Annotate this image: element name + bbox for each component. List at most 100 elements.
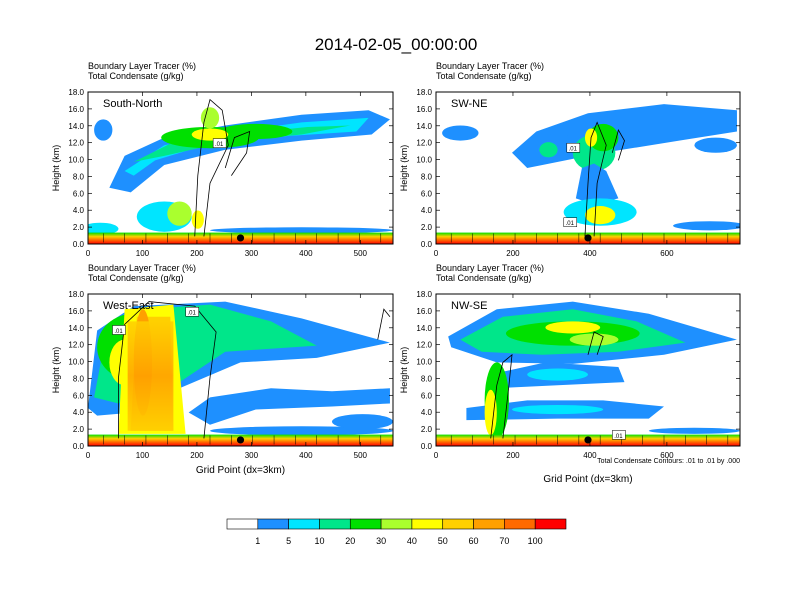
- x-tick-label: 500: [354, 451, 368, 460]
- panel-label: SW-NE: [451, 98, 487, 110]
- tracer-region: [484, 389, 497, 436]
- panel-1: Boundary Layer Tracer (%)Total Condensat…: [51, 61, 394, 258]
- y-tick-label: 16.0: [416, 307, 432, 316]
- contour-label: .01: [566, 221, 575, 227]
- tracer-region: [88, 222, 119, 235]
- colorbar-label: 50: [438, 536, 448, 546]
- location-marker: [584, 234, 592, 242]
- y-tick-label: 8.0: [73, 172, 85, 181]
- x-tick-label: 0: [434, 451, 439, 460]
- colorbar-label: 20: [345, 536, 355, 546]
- plot-frame: [435, 91, 741, 245]
- y-tick-label: 12.0: [416, 139, 432, 148]
- plot-frame: [435, 293, 741, 447]
- tracer-region: [545, 321, 601, 334]
- tracer-region: [694, 137, 737, 153]
- tracer-region: [673, 221, 740, 231]
- condensate-contour: [611, 128, 625, 161]
- panel-3: Boundary Layer Tracer (%)Total Condensat…: [51, 263, 394, 476]
- panel-header-line: Boundary Layer Tracer (%): [436, 263, 544, 273]
- y-tick-label: 8.0: [421, 172, 433, 181]
- contour-label: .01: [569, 147, 578, 153]
- field: [88, 98, 393, 244]
- x-axis-label: Grid Point (dx=3km): [543, 474, 632, 485]
- condensate-contour: [377, 308, 391, 340]
- colorbar-swatch: [380, 518, 413, 530]
- colorbar-swatch: [349, 518, 382, 530]
- x-tick-label: 0: [86, 249, 91, 258]
- y-tick-label: 0.0: [73, 240, 85, 249]
- tracer-region: [511, 404, 604, 415]
- colorbar-label: 60: [469, 536, 479, 546]
- y-tick-label: 2.0: [73, 425, 85, 434]
- y-tick-label: 0.0: [421, 240, 433, 249]
- tracer-region: [188, 388, 390, 425]
- panel-header-line: Total Condensate (g/kg): [436, 71, 532, 81]
- contour-label: .01: [215, 142, 224, 148]
- x-tick-label: 600: [660, 249, 674, 258]
- colorbar-swatch: [442, 518, 474, 530]
- x-tick-label: 100: [136, 451, 150, 460]
- panel-header-line: Boundary Layer Tracer (%): [88, 263, 196, 273]
- y-tick-label: 2.0: [73, 223, 85, 232]
- colorbar-label: 40: [407, 536, 417, 546]
- colorbar: 1 5 10 20 30 40 50 60 70 100: [226, 518, 567, 546]
- y-tick-label: 2.0: [421, 223, 433, 232]
- y-tick-label: 6.0: [73, 391, 85, 400]
- x-tick-label: 400: [583, 451, 597, 460]
- contour-label-box: [185, 306, 199, 317]
- x-tick-label: 300: [245, 451, 259, 460]
- x-axis-label: Grid Point (dx=3km): [196, 465, 285, 476]
- y-tick-label: 16.0: [416, 105, 432, 114]
- condensate-contour: [118, 301, 217, 439]
- x-tick-label: 200: [190, 249, 204, 258]
- figure-title: 2014-02-05_00:00:00: [315, 35, 478, 54]
- tracer-region: [210, 227, 393, 234]
- tracer-region: [527, 368, 588, 381]
- y-tick-label: 18.0: [416, 88, 432, 97]
- tracer-region: [191, 128, 229, 141]
- x-tick-label: 0: [434, 249, 439, 258]
- tracer-region: [648, 427, 740, 434]
- contour-label: .01: [614, 434, 623, 440]
- colorbar-swatch: [473, 518, 505, 530]
- y-tick-label: 12.0: [416, 341, 432, 350]
- panel-header-line: Boundary Layer Tracer (%): [436, 61, 544, 71]
- panel-4: Boundary Layer Tracer (%)Total Condensat…: [399, 263, 741, 485]
- y-tick-label: 8.0: [421, 374, 433, 383]
- y-tick-label: 18.0: [416, 290, 432, 299]
- y-axis-label: Height (km): [399, 145, 409, 192]
- tracer-column: [127, 321, 174, 431]
- colorbar-label: 100: [528, 536, 543, 546]
- condensate-contour: [194, 98, 229, 237]
- condensate-contour: [224, 130, 251, 176]
- colorbar-label: 5: [286, 536, 291, 546]
- colorbar-label: 1: [255, 536, 260, 546]
- contour-label-box: [112, 325, 126, 335]
- x-tick-label: 200: [190, 451, 204, 460]
- contour-label-box: [212, 138, 227, 148]
- tracer-region: [442, 125, 479, 141]
- colorbar-label: 70: [499, 536, 509, 546]
- colorbar-swatch: [257, 518, 289, 530]
- x-tick-label: 400: [583, 249, 597, 258]
- y-axis-label: Height (km): [51, 145, 61, 192]
- contour-footnote: Total Condensate Contours: .01 to .01 by…: [597, 458, 740, 465]
- y-tick-label: 4.0: [421, 408, 433, 417]
- x-tick-label: 200: [506, 451, 520, 460]
- panel-header-line: Total Condensate (g/kg): [436, 273, 532, 283]
- y-tick-label: 14.0: [68, 122, 84, 131]
- tracer-region: [94, 119, 113, 141]
- y-tick-label: 12.0: [68, 341, 84, 350]
- panel-2: Boundary Layer Tracer (%)Total Condensat…: [399, 61, 741, 258]
- y-tick-label: 14.0: [416, 324, 432, 333]
- y-axis-label: Height (km): [399, 347, 409, 394]
- x-tick-label: 300: [245, 249, 259, 258]
- location-marker: [584, 436, 592, 444]
- x-tick-label: 0: [86, 451, 91, 460]
- y-tick-label: 0.0: [421, 442, 433, 451]
- tracer-region: [210, 426, 393, 436]
- y-tick-label: 4.0: [421, 206, 433, 215]
- location-marker: [236, 234, 245, 242]
